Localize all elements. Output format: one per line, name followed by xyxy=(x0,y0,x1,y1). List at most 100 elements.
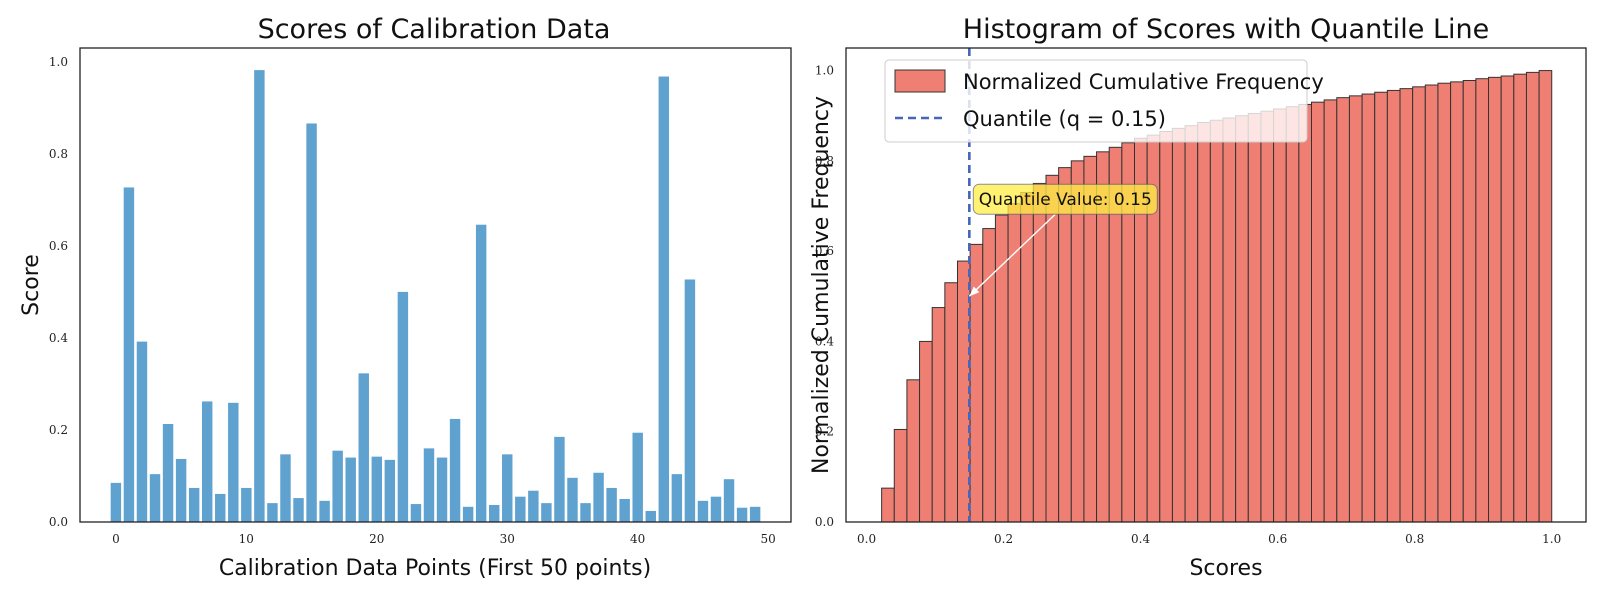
left-bar-25 xyxy=(436,457,448,522)
hist-bar-37 xyxy=(1348,95,1363,523)
hist-bar-2 xyxy=(906,379,921,523)
hist-bar-4 xyxy=(931,307,946,523)
hist-bar-52 xyxy=(1538,70,1553,523)
left-bar-15 xyxy=(306,123,317,522)
hist-bar-22 xyxy=(1159,131,1173,523)
left-ylabel: Score xyxy=(19,254,44,316)
left-bar-17 xyxy=(332,450,343,522)
left-bar-4 xyxy=(162,423,174,522)
legend-hist-swatch xyxy=(894,69,946,93)
annotation-arrow-head xyxy=(969,286,980,297)
right-ytick-label-2: 0.4 xyxy=(815,334,834,348)
left-bar-16 xyxy=(319,500,330,522)
right-ytick-label-1: 0.2 xyxy=(815,425,834,439)
left-bar-43 xyxy=(671,474,683,522)
left-bar-44 xyxy=(684,279,696,522)
left-bar-11 xyxy=(254,70,265,522)
left-bars xyxy=(110,70,761,522)
hist-bar-46 xyxy=(1462,80,1477,523)
left-bar-29 xyxy=(488,504,500,522)
left-bar-36 xyxy=(580,503,591,522)
left-bar-37 xyxy=(593,472,604,522)
hist-bar-31 xyxy=(1273,108,1287,523)
annotation-arrow xyxy=(968,213,1056,297)
left-xtick-label-3: 30 xyxy=(500,532,515,546)
left-bar-40 xyxy=(632,432,643,522)
hist-bar-30 xyxy=(1260,110,1275,523)
left-bar-35 xyxy=(567,477,578,522)
left-bar-2 xyxy=(136,341,148,522)
right-xtick-label-2: 0.4 xyxy=(1131,532,1150,546)
left-bar-38 xyxy=(606,487,617,522)
left-xtick-label-5: 50 xyxy=(761,532,776,546)
hist-bar-13 xyxy=(1045,174,1060,523)
hist-bar-0 xyxy=(881,487,895,523)
annotation-box xyxy=(972,183,1158,215)
left-axes-frame xyxy=(79,47,792,523)
right-ytick-label-3: 0.6 xyxy=(815,244,834,258)
left-xtick-label-1: 10 xyxy=(239,532,254,546)
hist-bar-36 xyxy=(1336,97,1350,523)
left-bar-0 xyxy=(110,482,122,522)
left-bar-46 xyxy=(710,496,722,522)
left-bar-39 xyxy=(619,498,630,522)
hist-bar-32 xyxy=(1285,106,1300,523)
hist-bar-44 xyxy=(1437,82,1452,523)
left-ytick-label-0: 0.0 xyxy=(49,515,68,529)
hist-bar-25 xyxy=(1197,121,1211,523)
hist-bar-38 xyxy=(1361,93,1376,523)
legend: Normalized Cumulative Frequency Quantile… xyxy=(884,59,1324,143)
hist-bar-24 xyxy=(1184,125,1199,523)
hist-bar-49 xyxy=(1500,75,1515,523)
left-xtick-label-2: 20 xyxy=(369,532,384,546)
left-bar-20 xyxy=(371,456,383,522)
right-xtick-label-5: 1.0 xyxy=(1542,532,1561,546)
left-bar-5 xyxy=(175,458,187,522)
left-bar-7 xyxy=(201,401,213,522)
left-bar-48 xyxy=(736,507,748,522)
hist-bar-1 xyxy=(893,428,908,523)
right-ylabel: Normalized Cumulative Frequency xyxy=(809,96,834,474)
hist-bar-41 xyxy=(1399,88,1414,523)
left-bar-24 xyxy=(423,448,435,522)
right-xtick-label-3: 0.6 xyxy=(1268,532,1287,546)
right-xlabel: Scores xyxy=(1189,556,1262,581)
left-bar-41 xyxy=(645,510,656,522)
left-ytick-label-2: 0.4 xyxy=(49,331,68,345)
left-bar-47 xyxy=(723,479,735,522)
left-xtick-label-4: 40 xyxy=(630,532,645,546)
left-yticks: 0.0 0.2 0.4 0.6 0.8 1.0 xyxy=(49,55,68,529)
left-bar-6 xyxy=(188,487,200,522)
left-xticks: 0 10 20 30 40 50 xyxy=(112,532,776,546)
hist-bar-29 xyxy=(1247,112,1262,523)
right-xtick-label-4: 0.8 xyxy=(1405,532,1424,546)
left-xlabel: Calibration Data Points (First 50 points… xyxy=(219,556,651,581)
legend-hist-label: Normalized Cumulative Frequency xyxy=(963,70,1324,94)
hist-bar-34 xyxy=(1311,101,1325,523)
hist-bar-43 xyxy=(1424,84,1439,523)
right-yticks: 0.0 0.2 0.4 0.6 0.8 1.0 xyxy=(815,64,834,529)
left-bar-49 xyxy=(749,506,761,522)
left-bar-21 xyxy=(384,459,396,522)
hist-bar-42 xyxy=(1412,86,1426,523)
left-bar-42 xyxy=(658,76,670,522)
hist-bar-39 xyxy=(1374,91,1388,523)
hist-bar-47 xyxy=(1475,78,1490,523)
hist-bar-45 xyxy=(1450,81,1464,523)
left-ytick-label-3: 0.6 xyxy=(49,239,68,253)
left-bar-30 xyxy=(502,454,513,522)
left-bar-13 xyxy=(280,454,291,522)
left-bar-19 xyxy=(358,373,369,522)
hist-bar-33 xyxy=(1298,103,1313,523)
left-bar-9 xyxy=(228,402,239,522)
hist-bar-15 xyxy=(1070,160,1085,523)
left-bar-26 xyxy=(449,418,461,522)
left-bar-45 xyxy=(697,500,709,522)
hist-bar-28 xyxy=(1235,115,1249,523)
left-bar-23 xyxy=(410,504,422,522)
right-ytick-label-4: 0.8 xyxy=(815,154,834,168)
annotation-text: Quantile Value: 0.15 xyxy=(979,190,1152,210)
right-xtick-label-0: 0.0 xyxy=(857,532,876,546)
hist-bar-51 xyxy=(1525,71,1540,523)
